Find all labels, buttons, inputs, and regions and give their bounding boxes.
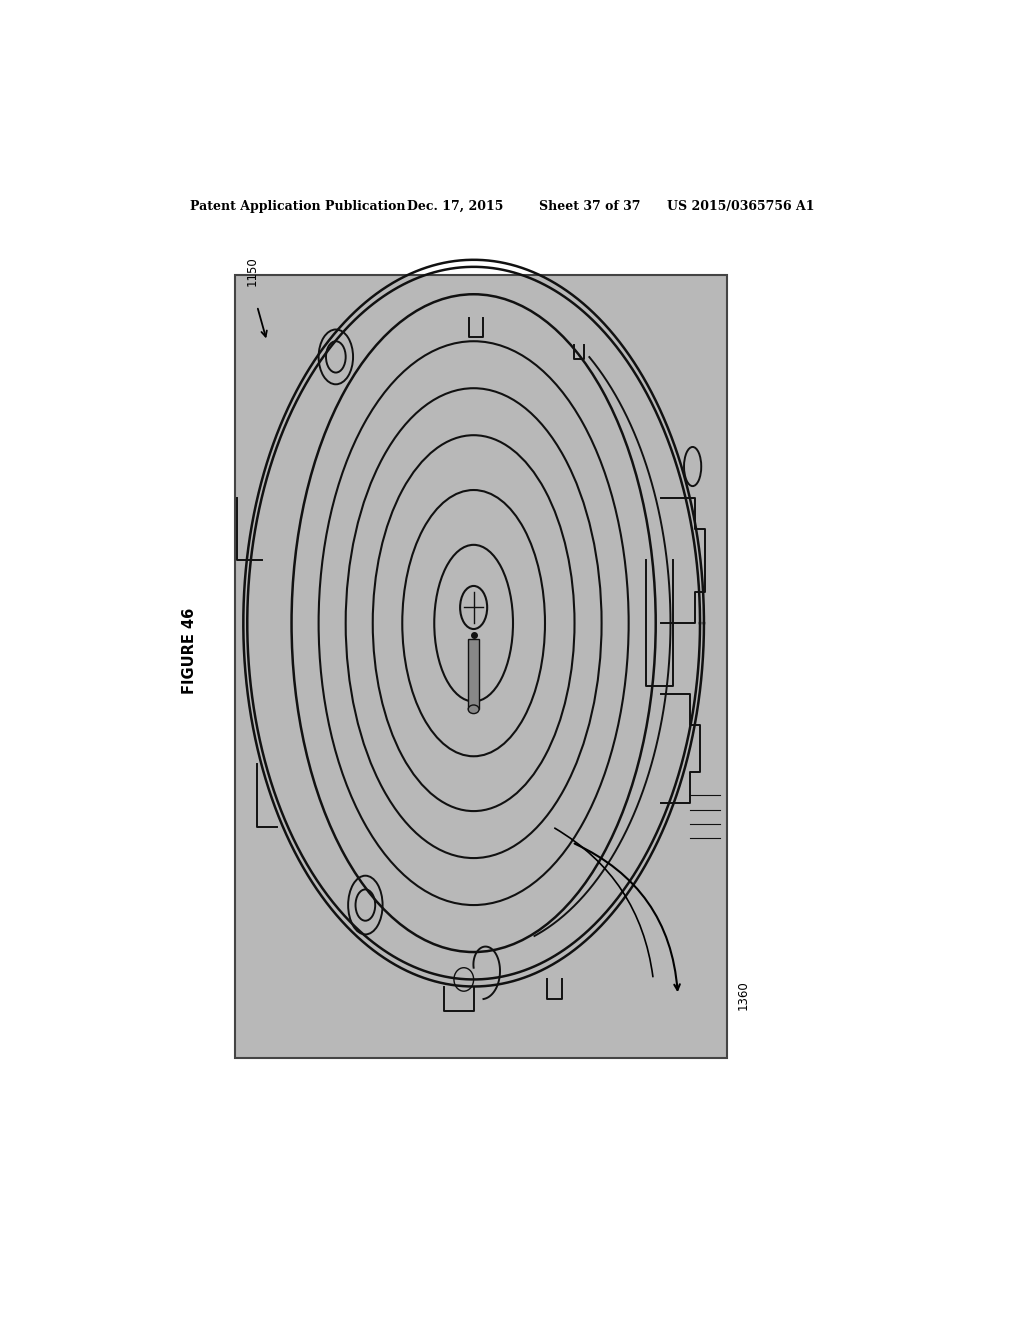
Text: Dec. 17, 2015: Dec. 17, 2015 — [407, 199, 504, 213]
Text: FIGURE 46: FIGURE 46 — [182, 607, 198, 694]
Ellipse shape — [468, 705, 479, 714]
Text: 1360: 1360 — [736, 981, 750, 1010]
Text: Patent Application Publication: Patent Application Publication — [190, 199, 406, 213]
Text: 1150: 1150 — [246, 256, 259, 286]
Bar — [468, 639, 479, 709]
Text: Sheet 37 of 37: Sheet 37 of 37 — [539, 199, 640, 213]
Text: US 2015/0365756 A1: US 2015/0365756 A1 — [667, 199, 814, 213]
Bar — [234, 275, 727, 1057]
